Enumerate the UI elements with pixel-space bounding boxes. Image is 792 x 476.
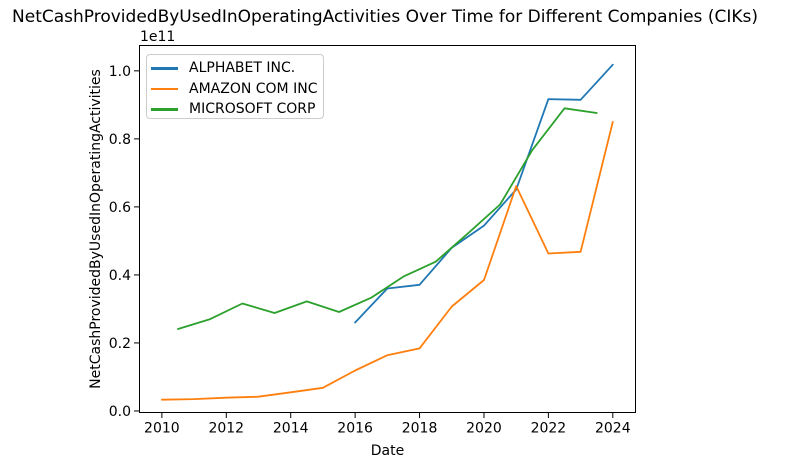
legend: ALPHABET INC. AMAZON COM INC MICROSOFT C… — [146, 54, 324, 119]
y-tick-label: 0.4 — [109, 268, 131, 284]
x-tick-label: 2018 — [402, 421, 438, 437]
series-line-2 — [177, 107, 598, 330]
y-tick-label: 0.2 — [109, 336, 131, 352]
legend-label: AMAZON COM INC — [189, 80, 318, 97]
y-tick-label: 0.8 — [109, 132, 131, 148]
legend-label: MICROSOFT CORP — [189, 101, 316, 118]
series-line-0 — [354, 63, 614, 324]
legend-item: AMAZON COM INC — [151, 79, 323, 100]
legend-item: ALPHABET INC. — [151, 58, 323, 79]
legend-item: MICROSOFT CORP — [151, 99, 323, 120]
y-tick-label: 0.0 — [109, 404, 131, 420]
chart-title: NetCashProvidedByUsedInOperatingActiviti… — [12, 7, 758, 27]
legend-line-sample — [151, 108, 178, 111]
legend-line-sample — [151, 67, 178, 70]
legend-label: ALPHABET INC. — [189, 60, 296, 77]
x-tick-label: 2010 — [144, 421, 180, 437]
x-tick-label: 2020 — [466, 421, 502, 437]
x-tick-label: 2022 — [531, 421, 567, 437]
x-axis-label: Date — [370, 443, 405, 459]
x-tick-label: 2014 — [273, 421, 309, 437]
x-tick-label: 2016 — [337, 421, 373, 437]
x-tick-label: 2012 — [208, 421, 244, 437]
plot-area-border — [139, 45, 636, 413]
x-tick-label: 2024 — [595, 421, 631, 437]
y-axis-offset-text: 1e11 — [140, 29, 176, 45]
series-line-1 — [160, 121, 614, 401]
y-tick-label: 0.6 — [109, 200, 131, 216]
y-tick-label: 1.0 — [109, 64, 131, 80]
legend-line-sample — [151, 87, 178, 90]
